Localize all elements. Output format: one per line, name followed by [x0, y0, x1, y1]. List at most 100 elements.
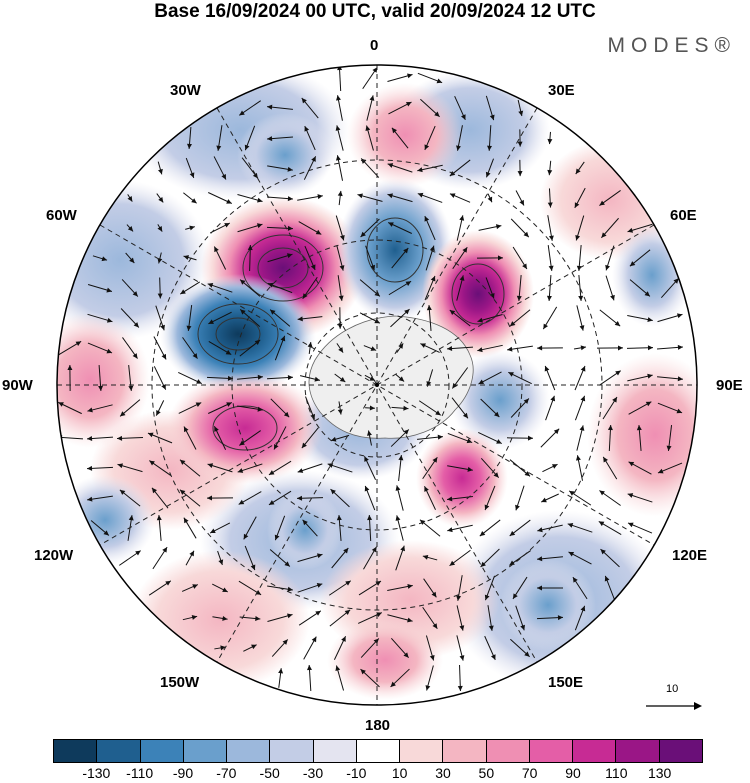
wind-vector-head	[369, 95, 375, 101]
lon-label-30w: 30W	[170, 82, 201, 99]
wind-vector-head	[267, 282, 274, 288]
wind-vector-head	[214, 246, 219, 253]
wind-vector-head	[87, 496, 93, 502]
wind-vector-head	[335, 665, 341, 671]
wind-vector-head	[226, 199, 232, 204]
wind-vector-head	[388, 222, 394, 227]
wind-vector-head	[161, 353, 167, 360]
colorbar-segment	[356, 740, 401, 762]
wind-vector-head	[489, 292, 495, 299]
colorbar-ticks: -130 -110 -90 -70 -50 -30 -10 10 30 50 70 90 110 130	[53, 765, 703, 783]
wind-vector-head	[360, 231, 366, 237]
colorbar-segment	[400, 740, 444, 762]
wind-vector-head	[268, 470, 275, 475]
wind-vector-head	[400, 545, 405, 552]
wind-vector-head	[580, 345, 586, 351]
wind-vector-head	[437, 434, 443, 440]
wind-vector-head	[523, 398, 529, 404]
wind-vector-head	[270, 309, 276, 315]
colorbar	[53, 739, 703, 763]
colorbar-segment	[486, 740, 530, 762]
wind-vector-head	[370, 346, 377, 351]
wind-vector-head	[240, 279, 246, 285]
wind-vector-head	[598, 521, 605, 527]
wind-vector-head	[301, 442, 307, 449]
wind-vector-head	[208, 319, 214, 324]
wind-vector-head	[345, 580, 351, 586]
wind-vector-head	[459, 275, 465, 281]
wind-vector-head	[544, 365, 550, 372]
wind-vector-head	[222, 615, 228, 621]
wind-vector-head	[75, 341, 82, 347]
wind-vector-head	[367, 515, 373, 521]
wind-vector-head	[456, 145, 461, 151]
colorbar-tick-label: 30	[435, 765, 451, 781]
wind-vector-head	[541, 497, 547, 503]
wind-vector-head	[179, 459, 186, 465]
wind-vector-head	[252, 172, 258, 179]
anomaly-field	[57, 65, 697, 705]
colorbar-tick-label: 90	[565, 765, 581, 781]
wind-vector-head	[610, 294, 615, 301]
wind-vector-head	[636, 425, 642, 431]
wind-vector-head	[364, 456, 369, 462]
wind-vector-head	[335, 125, 341, 131]
wind-vector-head	[447, 346, 453, 351]
wind-vector-head	[497, 255, 503, 261]
lon-label-60w: 60W	[46, 207, 77, 224]
wind-vector-head	[341, 636, 346, 642]
wind-vector-head	[449, 193, 456, 198]
colorbar-segment	[227, 740, 271, 762]
wind-vector-head	[516, 295, 522, 301]
wind-vector-head	[420, 343, 426, 348]
wind-vector-head	[191, 198, 197, 204]
wind-vector-head	[226, 402, 232, 407]
wind-vector-head	[567, 523, 574, 528]
wind-vector-head	[336, 95, 341, 101]
colorbar-tick-label: -90	[172, 765, 194, 781]
wind-vector-head	[132, 291, 138, 297]
wind-vector-head	[149, 460, 155, 466]
wind-vector-head	[101, 256, 108, 262]
wind-vector-head	[493, 472, 499, 478]
wind-vector-head	[515, 504, 520, 511]
wind-vector-head	[287, 375, 293, 381]
wind-vector-head	[337, 323, 343, 329]
wind-vector-head	[151, 487, 158, 494]
wind-vector-head	[407, 73, 413, 79]
wind-vector-head	[67, 365, 73, 371]
wind-vector-head	[512, 593, 518, 599]
wind-vector-head	[604, 575, 610, 582]
colorbar-segment	[270, 740, 314, 762]
wind-vector-head	[156, 515, 162, 521]
wind-vector-head	[311, 156, 316, 162]
wind-vector-head	[459, 655, 465, 661]
wind-vector-head	[87, 436, 93, 442]
wind-vector-head	[280, 335, 286, 342]
wind-vector-head	[647, 317, 653, 323]
wind-vector-head	[407, 617, 413, 623]
lon-label-30e: 30E	[548, 82, 575, 99]
wind-vector-head	[551, 464, 558, 469]
wind-vector-head	[507, 346, 513, 352]
wind-vector-head	[180, 289, 186, 295]
wind-vector-head	[600, 549, 606, 555]
wind-vector-head	[537, 585, 543, 591]
wind-vector-head	[301, 97, 307, 104]
wind-vector-head	[160, 324, 165, 331]
wind-vector-head	[207, 283, 214, 288]
wind-vector-head	[343, 548, 349, 554]
wind-vector-head	[429, 245, 435, 252]
wind-vector-head	[449, 560, 456, 566]
wind-vector-head	[221, 173, 226, 180]
wind-vector-head	[579, 325, 585, 331]
wind-vector-head	[287, 586, 293, 592]
wind-vector-head	[489, 114, 495, 121]
wind-vector-head	[578, 295, 584, 301]
wind-vector-head	[157, 293, 163, 299]
lon-label-150e: 150E	[548, 674, 584, 691]
wind-vector-head	[487, 145, 493, 151]
wind-vector-head	[477, 347, 483, 353]
modes-logo: MODES®	[607, 34, 736, 57]
lon-label-120w: 120W	[34, 547, 74, 564]
